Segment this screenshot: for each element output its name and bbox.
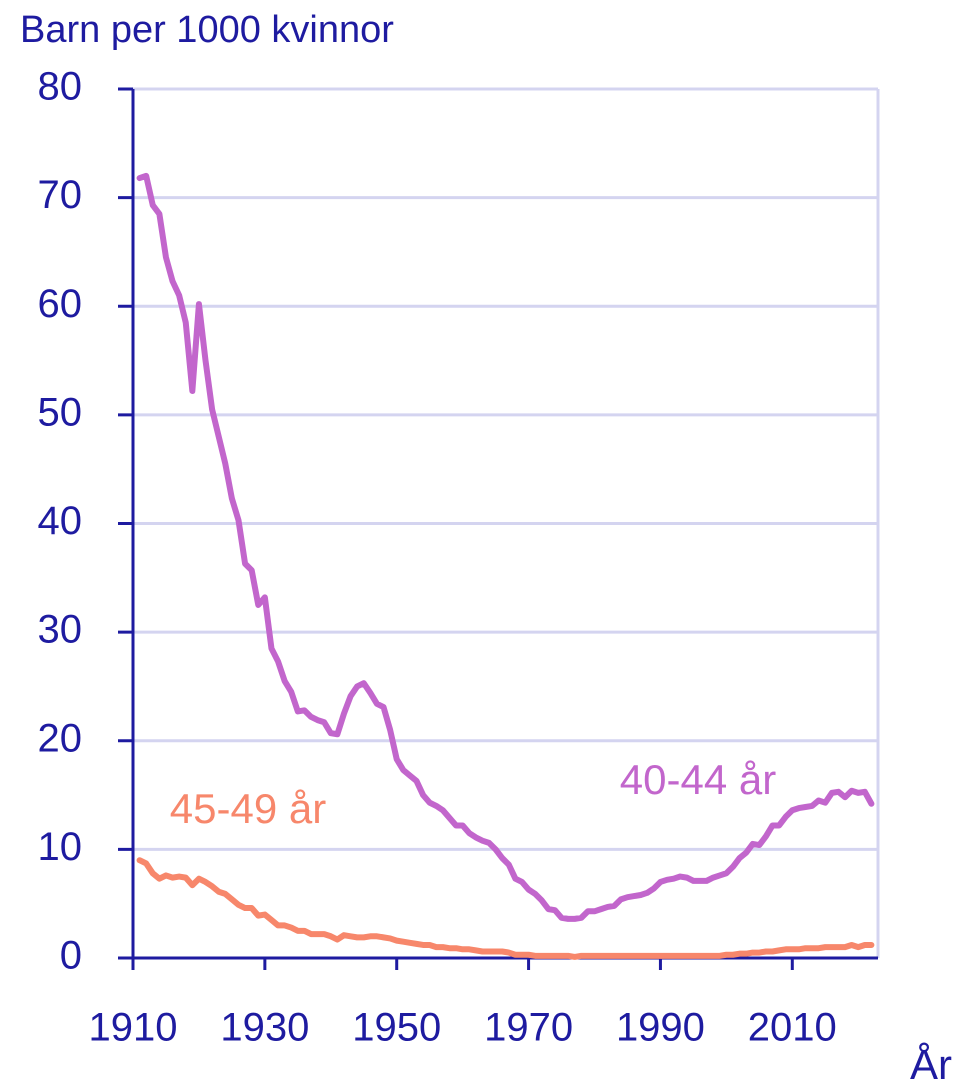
line-series: [136, 172, 875, 922]
y-tick-label: 40: [38, 499, 83, 543]
x-tick-label: 1990: [616, 1006, 705, 1050]
y-tick-label: 10: [38, 825, 83, 869]
x-tick-label: 1950: [352, 1006, 441, 1050]
x-tick-label: 1970: [484, 1006, 573, 1050]
y-tick-label: 20: [38, 716, 83, 760]
y-tick-label: 50: [38, 390, 83, 434]
y-tick-label: 30: [38, 608, 83, 652]
y-axis-label: Barn per 1000 kvinnor: [20, 9, 394, 51]
series-label: 45-49 år: [170, 785, 326, 832]
y-tick-label: 0: [60, 934, 82, 978]
y-tick-label: 70: [38, 173, 83, 217]
line-series: [136, 857, 875, 960]
x-axis-label: År: [910, 1041, 952, 1088]
x-tick-label: 2010: [748, 1006, 837, 1050]
x-tick-label: 1910: [89, 1006, 178, 1050]
x-tick-label: 1930: [220, 1006, 309, 1050]
y-tick-label: 80: [38, 65, 83, 109]
y-tick-label: 60: [38, 282, 83, 326]
series-label: 40-44 år: [620, 756, 776, 803]
